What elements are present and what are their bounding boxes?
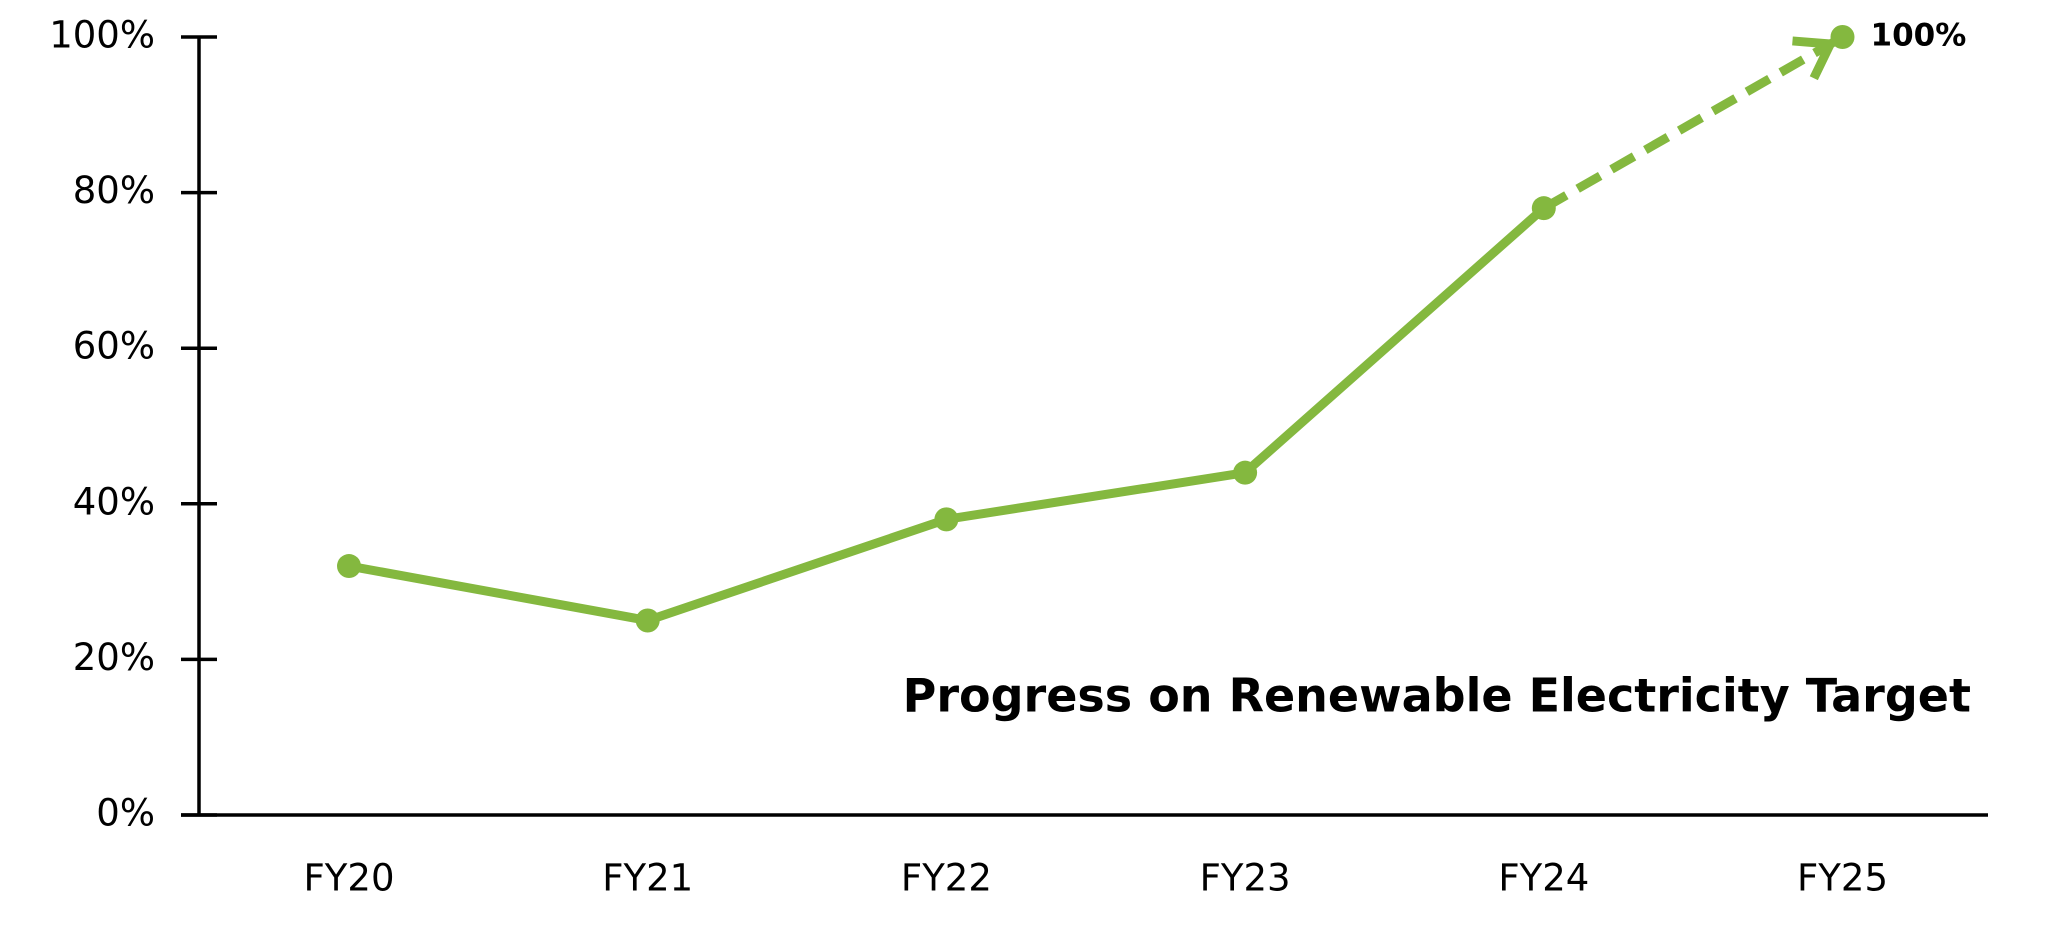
point <box>1233 460 1258 485</box>
y-tick-label: 100% <box>49 14 155 57</box>
chart-title: Progress on Renewable Electricity Target <box>903 669 1971 723</box>
point <box>1531 196 1556 221</box>
data-label: 100% <box>1871 18 1967 54</box>
y-tick-label: 0% <box>96 792 155 835</box>
x-tick-label: FY21 <box>602 857 693 900</box>
point <box>635 608 660 633</box>
projection-line <box>1541 33 1845 213</box>
y-tick-label: 80% <box>73 169 155 212</box>
line <box>348 204 1547 625</box>
x-tick-label: FY20 <box>304 857 395 900</box>
x-tick-label: FY23 <box>1200 857 1291 900</box>
x-tick-label: FY25 <box>1797 857 1888 900</box>
y-tick-label: 20% <box>73 636 155 679</box>
point <box>934 507 959 532</box>
y-tick-label: 60% <box>73 325 155 368</box>
x-tick-label: FY22 <box>901 857 992 900</box>
y-tick-label: 40% <box>73 480 155 523</box>
point <box>1830 25 1855 49</box>
x-tick-label: FY24 <box>1498 857 1589 900</box>
arrow-head <box>1792 36 1838 81</box>
point <box>337 554 361 579</box>
